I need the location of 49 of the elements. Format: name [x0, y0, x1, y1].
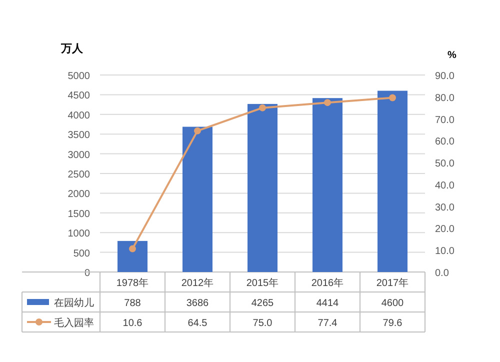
- point: [259, 104, 266, 112]
- data-label: 4265: [251, 298, 274, 309]
- bar: [312, 98, 342, 272]
- point: [129, 245, 136, 252]
- point: [389, 94, 396, 102]
- bar: [378, 90, 408, 272]
- y2-tick-label: 60.0: [435, 136, 455, 148]
- y2-tick-label: 30.0: [435, 202, 455, 214]
- y2-tick-label: 50.0: [435, 158, 455, 170]
- data-label: 10.6: [122, 318, 143, 329]
- data-label: 4414: [316, 298, 340, 309]
- data-label: 64.5: [188, 318, 208, 329]
- x-tick-label: 2012年: [181, 277, 214, 289]
- y2-tick-label: 40.0: [435, 180, 455, 192]
- data-label: 79.6: [382, 318, 403, 329]
- y-tick-label: 2000: [68, 189, 90, 200]
- y2-tick-label: 0.0: [435, 268, 450, 279]
- y-tick-label: 4500: [68, 90, 90, 102]
- bar: [182, 126, 212, 272]
- y-tick-label: 4000: [68, 110, 90, 122]
- y-tick-label: 500: [73, 248, 90, 260]
- legend-label: 在园幼儿: [54, 297, 94, 309]
- point: [194, 127, 201, 134]
- x-tick-label: 1978年: [116, 277, 149, 289]
- bar: [248, 104, 278, 272]
- data-label: 788: [124, 298, 142, 309]
- y2-tick-label: 10.0: [435, 246, 455, 258]
- y2-tick-label: 80.0: [435, 92, 455, 104]
- y-tick-label: 2500: [68, 170, 90, 180]
- y2-axis-title: %: [448, 50, 457, 61]
- y2-tick-label: 90.0: [435, 71, 455, 82]
- legend-label: 毛入园率: [54, 317, 94, 329]
- bar: [118, 240, 148, 272]
- y-tick-label: 5000: [68, 71, 90, 82]
- data-label: 75.0: [252, 318, 273, 329]
- y-tick-label: 3000: [68, 150, 90, 161]
- x-tick-label: 2015年: [246, 277, 279, 289]
- x-tick-label: 2017年: [376, 277, 409, 289]
- data-label: 77.4: [318, 318, 338, 329]
- y-tick-label: 1500: [68, 208, 90, 220]
- y2-tick-label: 20.0: [435, 224, 455, 236]
- x-tick-label: 2016年: [311, 277, 344, 289]
- data-label: 3686: [186, 298, 210, 309]
- y-tick-label: 1000: [68, 228, 90, 240]
- data-label: 4600: [381, 298, 404, 309]
- y-axis-title: 万人: [60, 43, 84, 55]
- y2-tick-label: 70.0: [435, 114, 455, 126]
- point: [324, 99, 331, 106]
- y-tick-label: 3500: [68, 130, 90, 142]
